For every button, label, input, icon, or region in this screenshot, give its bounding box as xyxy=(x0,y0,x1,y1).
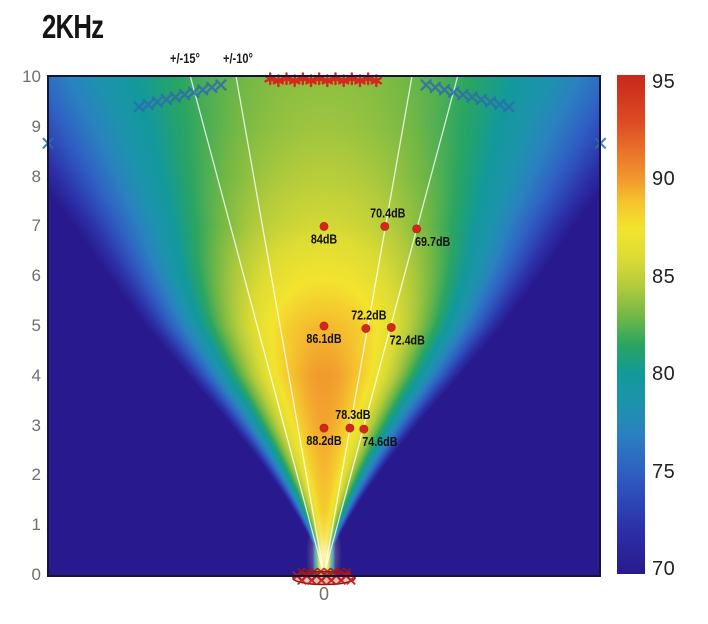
measured-point-label: 88.2dB xyxy=(306,434,341,448)
beamwidth-x-marker xyxy=(178,88,191,101)
colorbar-tick-75: 75 xyxy=(652,460,676,483)
measured-point-label: 72.4dB xyxy=(390,334,425,348)
beamwidth-x-marker xyxy=(187,86,200,99)
measured-point-dot xyxy=(380,221,390,231)
measured-point-label: 74.6dB xyxy=(362,435,397,449)
beamwidth-x-marker xyxy=(420,79,432,91)
beamwidth-x-marker xyxy=(169,91,182,103)
beamwidth-x-marker xyxy=(493,98,506,111)
top-asterisk-marker xyxy=(346,72,358,86)
svg-text:69.7dB: 69.7dB xyxy=(415,235,450,249)
source-cluster-marker xyxy=(346,575,356,585)
top-asterisk-marker xyxy=(329,72,342,86)
source-cluster-marker xyxy=(297,567,305,576)
source-cluster-marker xyxy=(303,567,312,576)
top-asterisk-marker xyxy=(313,72,325,86)
beamwidth-x-marker xyxy=(429,81,442,94)
y-axis-tick-9: 9 xyxy=(31,116,41,136)
top-asterisk-marker xyxy=(370,74,383,88)
measured-point-label: 84dB xyxy=(311,233,337,247)
beamwidth-x-marker xyxy=(484,96,497,108)
y-axis-tick-2: 2 xyxy=(31,465,41,485)
measured-point-dot xyxy=(361,323,371,333)
marker-overlay: 84dB 70.4dB 69.7dB 86.1dB 72.2dB 72.4dB 88.2dB… xyxy=(42,72,607,599)
source-cluster-marker xyxy=(323,567,332,576)
measured-point-dot xyxy=(319,321,329,331)
svg-text:86.1dB: 86.1dB xyxy=(306,332,341,346)
guide-line--15deg xyxy=(189,76,325,576)
beamwidth-x-marker xyxy=(151,96,164,108)
measured-point-dot xyxy=(345,423,355,433)
beamwidth-x-marker xyxy=(196,84,209,96)
beamwidth-x-marker xyxy=(466,91,478,103)
guide-line--10deg xyxy=(235,76,325,576)
beamwidth-x-marker xyxy=(475,93,488,106)
y-axis-tick-3: 3 xyxy=(31,415,41,435)
measured-point-dot xyxy=(386,322,396,332)
measured-point-dot xyxy=(359,424,369,434)
source-cluster-marker xyxy=(310,567,318,576)
colorbar-tick-80: 80 xyxy=(652,363,676,386)
colorbar-tick-85: 85 xyxy=(652,265,676,288)
measured-point-dot xyxy=(319,423,329,433)
y-axis-tick-0: 0 xyxy=(31,565,41,584)
y-axis-tick-8: 8 xyxy=(31,166,41,186)
measured-point-dot xyxy=(319,221,329,231)
beamwidth-x-marker xyxy=(142,98,155,111)
beamwidth-x-marker xyxy=(160,93,173,106)
source-cluster-marker xyxy=(336,567,345,576)
chart-title: 2KHz xyxy=(42,8,104,45)
beamwidth-x-marker xyxy=(206,81,218,94)
y-axis-tick-1: 1 xyxy=(31,515,41,535)
top-asterisk-marker xyxy=(337,74,350,88)
top-asterisk-marker xyxy=(362,72,374,86)
top-asterisk-marker xyxy=(288,74,301,88)
svg-text:84dB: 84dB xyxy=(311,233,337,247)
top-asterisk-marker xyxy=(321,74,334,88)
colorbar-tick-95: 95 xyxy=(652,71,676,93)
top-asterisk-marker xyxy=(354,74,366,88)
colorbar-tick-70: 70 xyxy=(652,557,676,580)
svg-text:72.2dB: 72.2dB xyxy=(351,309,386,323)
svg-text:88.2dB: 88.2dB xyxy=(306,434,341,448)
svg-text:72.4dB: 72.4dB xyxy=(390,334,425,348)
source-cluster-marker xyxy=(317,567,325,576)
x-axis-tick-0: 0 xyxy=(318,584,330,604)
top-asterisk-marker xyxy=(305,74,317,88)
angle-label-15deg: +/-15° xyxy=(170,51,200,66)
angle-label-10deg: +/-10° xyxy=(223,51,253,66)
top-asterisk-marker xyxy=(264,72,276,86)
beamwidth-x-marker xyxy=(447,86,460,99)
measured-point-label: 72.2dB xyxy=(351,309,386,323)
svg-text:74.6dB: 74.6dB xyxy=(362,435,397,449)
edge-x-marker xyxy=(594,137,607,149)
svg-text:78.3dB: 78.3dB xyxy=(335,408,370,422)
measured-point-label: 78.3dB xyxy=(335,408,370,422)
measured-point-label: 69.7dB xyxy=(415,235,450,249)
beamwidth-x-marker xyxy=(457,88,469,101)
measured-point-label: 86.1dB xyxy=(306,332,341,346)
beamwidth-x-marker xyxy=(503,101,515,113)
y-axis-tick-4: 4 xyxy=(31,365,41,385)
y-axis-tick-10: 10 xyxy=(22,67,41,86)
source-cluster-marker xyxy=(330,567,338,576)
top-asterisk-marker xyxy=(297,72,309,86)
top-asterisk-marker xyxy=(272,74,285,88)
y-axis-tick-7: 7 xyxy=(31,216,41,236)
beamwidth-x-marker xyxy=(438,84,451,96)
colorbar-tick-90: 90 xyxy=(652,168,676,191)
plot-area: 84dB 70.4dB 69.7dB 86.1dB 72.2dB 72.4dB 88.2dB… xyxy=(42,72,607,599)
measured-point-dot xyxy=(412,224,422,234)
beamwidth-x-marker xyxy=(215,79,227,91)
beamwidth-x-marker xyxy=(133,101,145,113)
svg-text:70.4dB: 70.4dB xyxy=(370,207,405,221)
colorbar xyxy=(617,75,645,574)
y-axis-tick-5: 5 xyxy=(31,316,41,335)
source-cluster-marker xyxy=(343,567,351,576)
y-axis-tick-6: 6 xyxy=(31,266,41,286)
top-asterisk-marker xyxy=(280,72,293,86)
edge-x-marker xyxy=(42,137,54,149)
measured-point-label: 70.4dB xyxy=(370,207,405,221)
